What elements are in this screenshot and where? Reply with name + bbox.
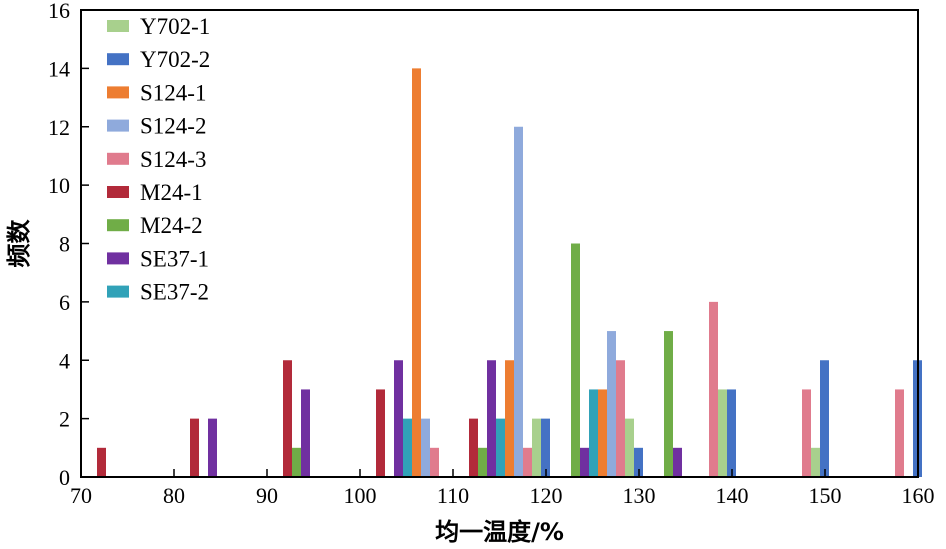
y-tick-label: 8 — [59, 232, 70, 257]
y-tick-label: 2 — [59, 407, 70, 432]
legend-label: S124-1 — [140, 80, 206, 105]
legend-swatch — [107, 152, 129, 165]
bar-y702-2-110 — [541, 418, 550, 477]
legend-label: S124-2 — [140, 114, 206, 139]
bar-s124-2-110 — [514, 126, 523, 477]
bar-s124-2-120 — [607, 331, 616, 477]
legend: Y702-1 Y702-2 S124-1 S124-2 S124-3 M24-1 M24-2… — [107, 14, 210, 305]
bars-layer — [97, 68, 922, 477]
legend-item-se37-2: SE37-2 — [107, 280, 209, 305]
x-tick-label: 100 — [344, 483, 377, 508]
bar-s124-3-120 — [616, 360, 625, 477]
bar-m24-1-110 — [469, 418, 478, 477]
x-tick-label: 90 — [256, 483, 278, 508]
bar-y702-2-140 — [820, 360, 829, 477]
bar-y702-1-140 — [811, 447, 820, 477]
bar-y702-1-120 — [625, 418, 634, 477]
x-axis-title: 均一温度/% — [435, 518, 564, 546]
y-axis: 0 2 4 6 8 10 12 14 16 — [48, 0, 89, 490]
y-tick-label: 12 — [48, 115, 70, 140]
legend-item-m24-1: M24-1 — [107, 180, 203, 205]
x-tick-label: 80 — [163, 483, 185, 508]
x-axis: 70 80 90 100 110 120 130 140 150 160 — [70, 469, 935, 508]
bar-se37-2-120 — [589, 389, 598, 477]
legend-item-y702-1: Y702-1 — [107, 14, 210, 39]
x-tick-label: 140 — [716, 483, 749, 508]
bar-m24-2-120 — [571, 243, 580, 477]
y-tick-label: 4 — [59, 348, 70, 373]
bar-s124-1-120 — [598, 389, 607, 477]
legend-swatch — [107, 53, 129, 66]
bar-m24-2-90 — [292, 447, 301, 477]
bar-s124-3-110 — [523, 447, 532, 477]
bar-se37-1-130 — [673, 447, 682, 477]
legend-swatch — [107, 86, 129, 99]
bar-se37-1-110 — [487, 360, 496, 477]
legend-swatch — [107, 219, 129, 232]
y-tick-label: 10 — [48, 173, 70, 198]
bar-m24-1-80 — [190, 418, 199, 477]
y-tick-label: 16 — [48, 0, 70, 23]
bar-se37-2-100 — [403, 418, 412, 477]
legend-swatch — [107, 186, 129, 198]
legend-swatch — [107, 285, 129, 298]
legend-label: Y702-1 — [140, 14, 210, 39]
legend-item-s124-1: S124-1 — [107, 80, 206, 105]
bar-y702-1-110 — [532, 418, 541, 477]
bar-se37-1-120 — [580, 447, 589, 477]
bar-se37-1-90 — [301, 389, 310, 477]
legend-swatch — [107, 252, 129, 265]
bar-s124-3-100 — [430, 447, 439, 477]
x-tick-label: 150 — [809, 483, 842, 508]
bar-m24-1-90 — [283, 360, 292, 477]
bar-se37-2-110 — [496, 418, 505, 477]
bar-se37-1-80 — [208, 418, 217, 477]
x-tick-label: 110 — [437, 483, 469, 508]
bar-m24-2-110 — [478, 447, 487, 477]
bar-m24-1-100 — [376, 389, 385, 477]
bar-m24-1-70 — [97, 447, 106, 477]
bar-s124-1-110 — [505, 360, 514, 477]
bar-m24-2-130 — [664, 331, 673, 477]
legend-item-s124-2: S124-2 — [107, 114, 206, 139]
y-axis-title: 频数 — [5, 219, 33, 268]
legend-label: M24-1 — [140, 180, 203, 205]
y-tick-label: 14 — [48, 56, 70, 81]
legend-swatch — [107, 20, 129, 32]
legend-item-m24-2: M24-2 — [107, 213, 203, 238]
legend-label: M24-2 — [140, 213, 203, 238]
x-tick-label: 120 — [530, 483, 563, 508]
legend-label: S124-3 — [140, 147, 206, 172]
bar-y702-2-120 — [634, 447, 643, 477]
bar-s124-1-100 — [412, 68, 421, 477]
legend-swatch — [107, 119, 129, 132]
legend-item-s124-3: S124-3 — [107, 147, 206, 172]
y-tick-label: 0 — [59, 465, 70, 490]
bar-s124-2-100 — [421, 418, 430, 477]
legend-label: SE37-2 — [140, 280, 209, 305]
bar-y702-2-130 — [727, 389, 736, 477]
x-tick-label: 160 — [902, 483, 935, 508]
plot-frame — [80, 9, 919, 478]
legend-item-se37-1: SE37-1 — [107, 246, 209, 271]
legend-label: SE37-1 — [140, 246, 209, 271]
bar-s124-3-130 — [709, 301, 718, 477]
legend-item-y702-2: Y702-2 — [107, 47, 210, 72]
bar-s124-3-150 — [895, 389, 904, 477]
bar-se37-1-100 — [394, 360, 403, 477]
bar-y702-1-130 — [718, 389, 727, 477]
x-tick-label: 70 — [70, 483, 92, 508]
legend-label: Y702-2 — [140, 47, 210, 72]
y-tick-label: 6 — [59, 290, 70, 315]
bar-s124-3-140 — [802, 389, 811, 477]
x-tick-label: 130 — [623, 483, 656, 508]
